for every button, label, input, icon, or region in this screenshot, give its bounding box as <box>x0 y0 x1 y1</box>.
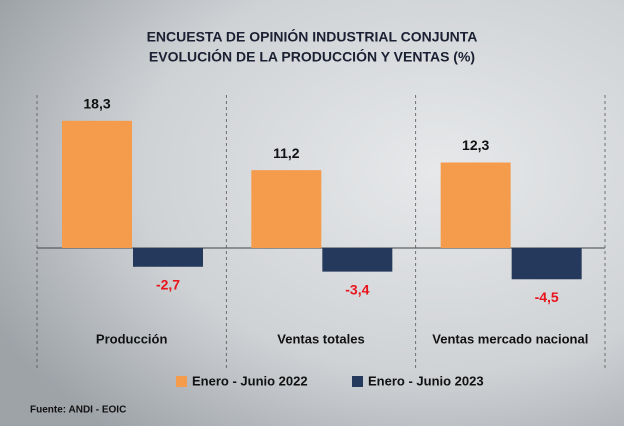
data-label: -2,7 <box>156 276 180 292</box>
data-label: 12,3 <box>462 137 489 153</box>
x-tick-label: Producción <box>96 331 168 346</box>
chart-title: EVOLUCIÓN DE LA PRODUCCIÓN Y VENTAS (%) <box>149 48 475 65</box>
chart-title: ENCUESTA DE OPINIÓN INDUSTRIAL CONJUNTA <box>147 28 478 45</box>
bar <box>441 163 511 248</box>
data-label: 11,2 <box>273 145 300 161</box>
bar <box>251 170 321 248</box>
legend-swatch <box>176 376 187 387</box>
bar <box>322 248 392 272</box>
source: Fuente: ANDI - EOIC <box>30 405 126 416</box>
legend-label: Enero - Junio 2022 <box>192 373 308 388</box>
bar <box>512 248 582 279</box>
data-label: -3,4 <box>345 281 369 297</box>
x-tick-label: Ventas totales <box>277 331 364 346</box>
bar <box>62 121 132 248</box>
legend-label: Enero - Junio 2023 <box>368 373 484 388</box>
chart: ENCUESTA DE OPINIÓN INDUSTRIAL CONJUNTA … <box>0 0 624 426</box>
data-label: -4,5 <box>535 289 559 305</box>
bar <box>133 248 203 267</box>
x-tick-label: Ventas mercado nacional <box>432 331 588 346</box>
page: ENCUESTA DE OPINIÓN INDUSTRIAL CONJUNTA … <box>0 0 624 426</box>
data-label: 18,3 <box>83 96 110 112</box>
legend-swatch <box>352 376 363 387</box>
